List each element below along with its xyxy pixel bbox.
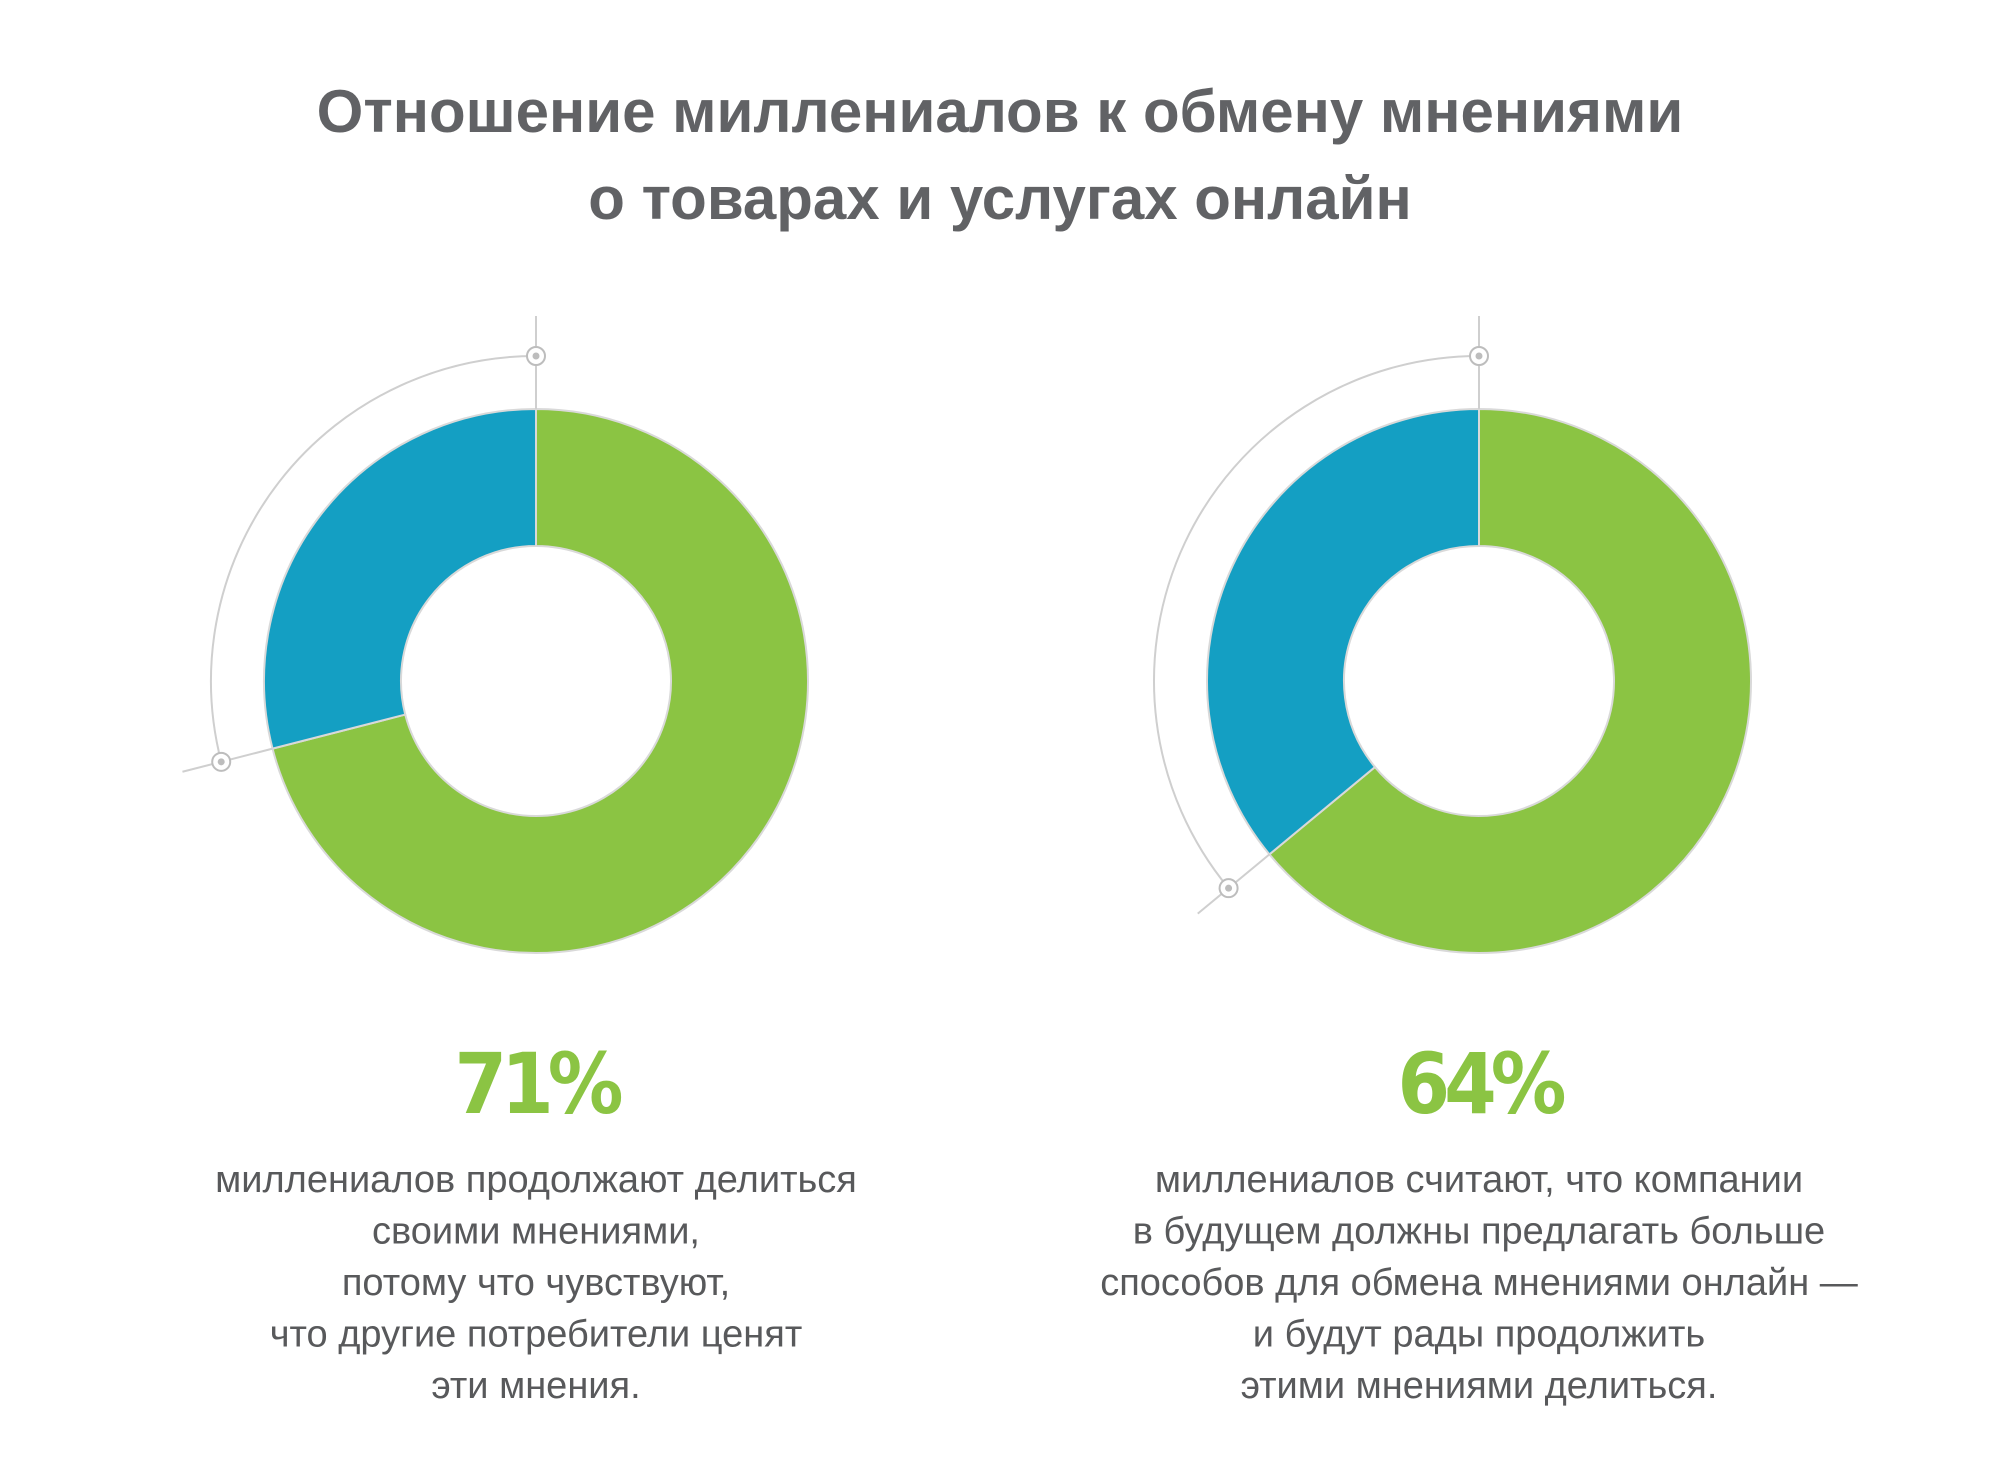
annotation-dot-core [1475, 352, 1483, 360]
title-line: Отношение миллениалов к обмену мнениями [317, 78, 1684, 145]
description-line: миллениалов считают, что компании [1155, 1159, 1803, 1201]
title-line: о товарах и услугах онлайн [588, 165, 1411, 232]
donut-slice [1206, 407, 1480, 856]
description-line: эти мнения. [431, 1365, 640, 1407]
donut-slice [271, 407, 809, 954]
donut-slice [263, 407, 537, 750]
annotation-dot-core [1225, 884, 1233, 892]
percent-label: 71% [455, 1035, 622, 1133]
description-line: в будущем должны предлагать больше [1133, 1211, 1825, 1253]
description-line: потому что чувствуют, [342, 1262, 730, 1304]
description-line: что другие потребители ценят [270, 1314, 802, 1356]
annotation-arc [1152, 355, 1480, 889]
description-line: этими мнениями делиться. [1241, 1365, 1718, 1407]
annotation-dot-core [532, 352, 540, 360]
description-line: и будут рады продолжить [1253, 1314, 1705, 1356]
annotation-arc [210, 355, 537, 763]
description-line: миллениалов продолжают делиться [215, 1159, 857, 1201]
annotation-dot-core [217, 758, 225, 766]
description-line: своими мнениями, [372, 1211, 700, 1253]
donut-slice [1268, 407, 1752, 954]
description-line: способов для обмена мнениями онлайн — [1100, 1262, 1858, 1304]
percent-label: 64% [1398, 1035, 1565, 1133]
